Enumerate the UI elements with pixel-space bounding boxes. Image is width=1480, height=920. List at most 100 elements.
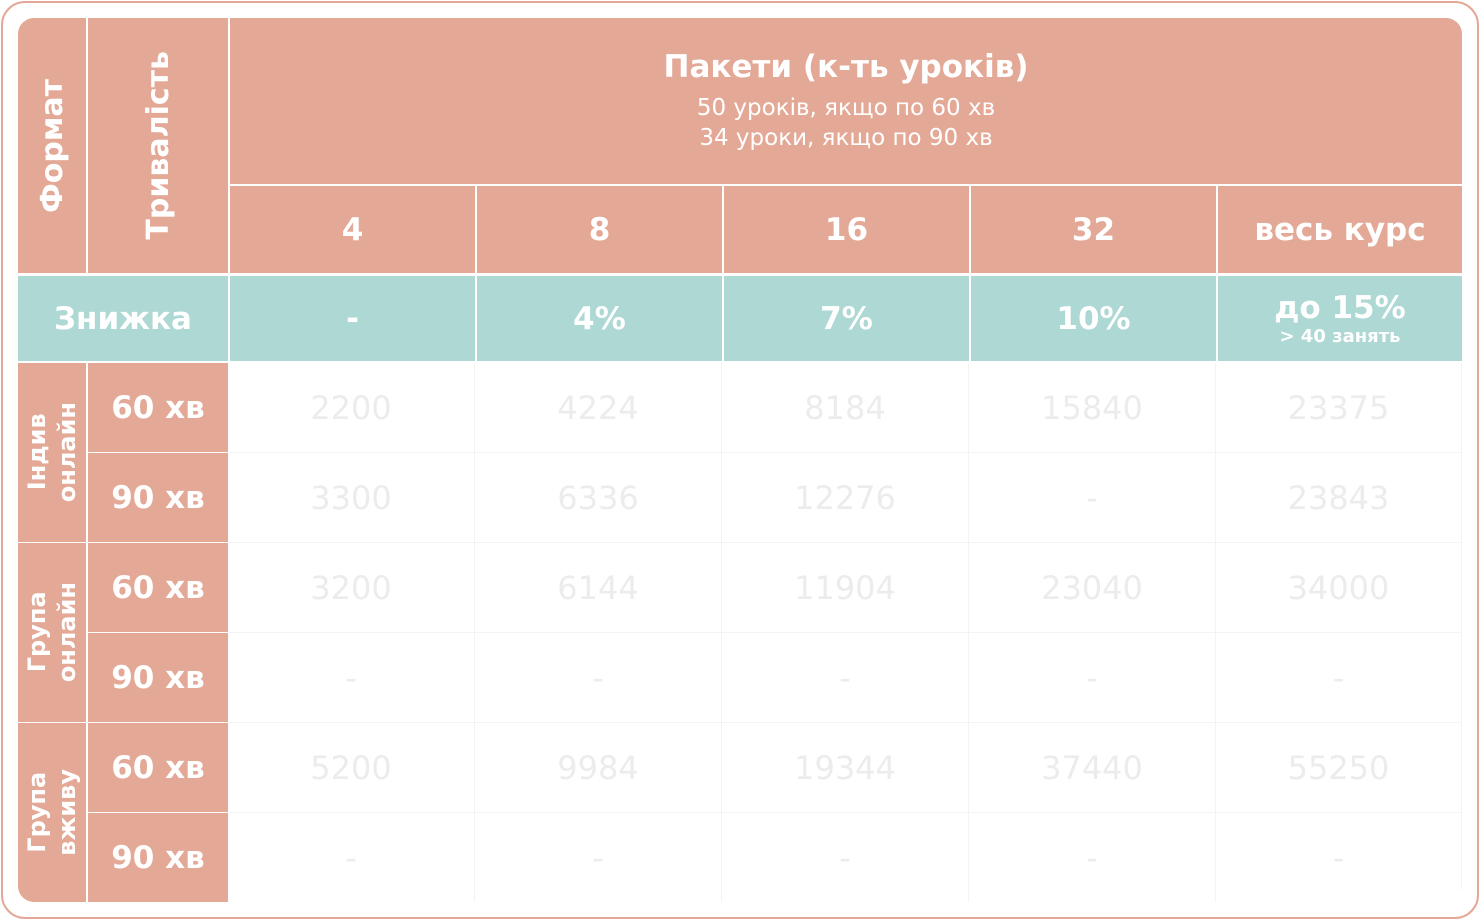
discount-cell: 10%: [971, 276, 1216, 361]
price: -: [592, 658, 604, 697]
price: 3200: [310, 568, 392, 607]
group-label: Індив онлайн: [22, 402, 82, 502]
price: 23040: [1041, 568, 1143, 607]
duration-value: 60 хв: [111, 569, 205, 606]
price: -: [1332, 658, 1345, 697]
format-label: Формат: [34, 78, 70, 213]
price-cell: -: [969, 813, 1216, 902]
group-label: Група вживу: [22, 769, 82, 856]
price: 23843: [1287, 478, 1390, 517]
price-cell: -: [228, 633, 475, 723]
discount-cell: 4%: [477, 276, 722, 361]
price: -: [1086, 478, 1098, 517]
price-cell: 4224: [475, 363, 722, 453]
package-count: весь курс: [1254, 211, 1426, 248]
price-cell: -: [1216, 813, 1462, 902]
group-label-line: Група: [23, 772, 51, 853]
package-count: 16: [824, 211, 869, 248]
duration-cell: 90 хв: [88, 633, 228, 722]
duration-cell: 60 хв: [88, 363, 228, 452]
group-label-line: Група: [23, 592, 51, 673]
duration-label: Тривалість: [140, 51, 176, 240]
price-cell: -: [475, 633, 722, 723]
package-cell: 4: [230, 186, 475, 273]
price-cell: 11904: [722, 543, 969, 633]
price-cell: -: [228, 813, 475, 902]
duration-header: Тривалість: [88, 18, 228, 273]
packages-note: 50 уроків, якщо по 60 хв: [696, 95, 996, 121]
price: 19344: [794, 748, 896, 787]
price: -: [839, 838, 851, 877]
price: 8184: [804, 388, 886, 427]
price: -: [839, 658, 851, 697]
group-label-line: онлайн: [53, 582, 81, 683]
price-cell: -: [1216, 633, 1462, 723]
price-cell: -: [969, 453, 1216, 543]
duration-cell: 60 хв: [88, 723, 228, 812]
price-cell: 5200: [228, 723, 475, 813]
price: 5200: [310, 748, 392, 787]
price: -: [1086, 838, 1098, 877]
price: 34000: [1287, 568, 1390, 607]
price-cell: 23843: [1216, 453, 1462, 543]
price-cell: 19344: [722, 723, 969, 813]
price: -: [592, 838, 604, 877]
price: 6336: [557, 478, 639, 517]
discount-value: до 15%: [1274, 290, 1406, 326]
discount-value: -: [346, 300, 359, 337]
duration-value: 90 хв: [111, 839, 205, 876]
price: 55250: [1287, 748, 1390, 787]
packages-note: 34 уроки, якщо по 90 хв: [699, 125, 993, 151]
package-count: 32: [1071, 211, 1116, 248]
price: 15840: [1041, 388, 1143, 427]
price-cell: -: [722, 813, 969, 902]
package-cell: 32: [971, 186, 1216, 273]
discount-cell: до 15% > 40 занять: [1218, 276, 1462, 361]
price-cell: 6144: [475, 543, 722, 633]
price-table: Формат Тривалість Пакети (к-ть уроків) 50 у…: [18, 18, 1462, 902]
duration-cell: 60 хв: [88, 543, 228, 632]
duration-cell: 90 хв: [88, 453, 228, 542]
group-label-line: онлайн: [53, 402, 81, 503]
price-cell: -: [475, 813, 722, 902]
price: 11904: [794, 568, 896, 607]
price-cell: 34000: [1216, 543, 1462, 633]
duration-value: 60 хв: [111, 749, 205, 786]
group-label-line: Індив: [23, 414, 51, 491]
group-label-line: вживу: [53, 769, 81, 856]
price: 3300: [310, 478, 392, 517]
discount-cell: 7%: [724, 276, 969, 361]
price: -: [1086, 658, 1098, 697]
price: -: [345, 658, 357, 697]
duration-cell: 90 хв: [88, 813, 228, 902]
price-cell: 6336: [475, 453, 722, 543]
price-cell: 8184: [722, 363, 969, 453]
price-cell: 9984: [475, 723, 722, 813]
price-cell: 37440: [969, 723, 1216, 813]
price-cell: 12276: [722, 453, 969, 543]
duration-value: 60 хв: [111, 389, 205, 426]
price: 23375: [1287, 388, 1390, 427]
price: 12276: [794, 478, 896, 517]
packages-title-cell: Пакети (к-ть уроків) 50 уроків, якщо по 6…: [230, 18, 1462, 184]
price-cell: 3300: [228, 453, 475, 543]
group-label-cell: Індив онлайн: [18, 363, 86, 542]
package-cell: весь курс: [1218, 186, 1462, 273]
price: 9984: [557, 748, 639, 787]
discount-label: Знижка: [54, 300, 192, 337]
price: 2200: [310, 388, 392, 427]
price: 37440: [1041, 748, 1143, 787]
price-cell: 23040: [969, 543, 1216, 633]
package-count: 4: [341, 211, 364, 248]
discount-value: 7%: [820, 300, 873, 337]
discount-cell: -: [230, 276, 475, 361]
discount-value: 4%: [573, 300, 626, 337]
duration-value: 90 хв: [111, 659, 205, 696]
discount-value: 10%: [1056, 300, 1131, 337]
price-cell: 23375: [1216, 363, 1462, 453]
package-cell: 8: [477, 186, 722, 273]
price: -: [345, 838, 357, 877]
duration-value: 90 хв: [111, 479, 205, 516]
